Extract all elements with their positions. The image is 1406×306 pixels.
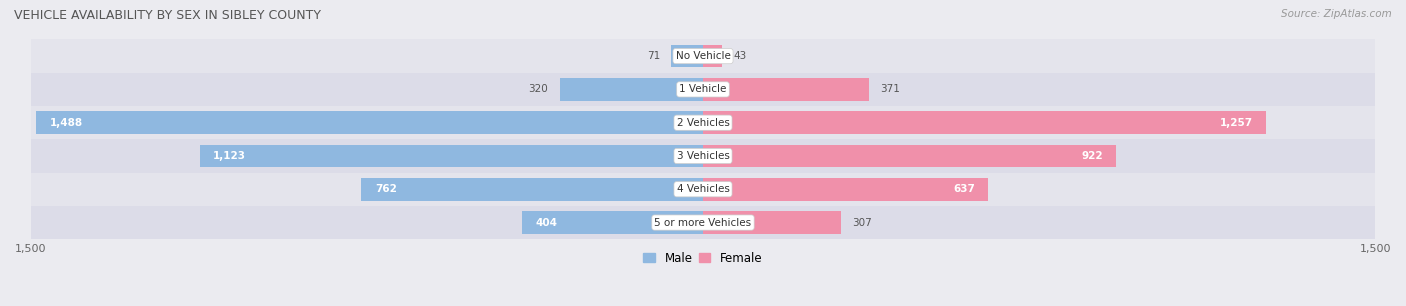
Legend: Male, Female: Male, Female	[638, 247, 768, 269]
Text: 1,488: 1,488	[49, 118, 83, 128]
Text: 637: 637	[953, 184, 974, 194]
Text: 3 Vehicles: 3 Vehicles	[676, 151, 730, 161]
Bar	[560, 78, 703, 101]
Text: 4 Vehicles: 4 Vehicles	[676, 184, 730, 194]
Bar	[31, 173, 1375, 206]
Text: 43: 43	[734, 51, 747, 61]
Text: 1 Vehicle: 1 Vehicle	[679, 84, 727, 95]
Text: 71: 71	[647, 51, 659, 61]
Bar	[37, 111, 703, 134]
Bar	[703, 178, 988, 200]
Bar	[200, 145, 703, 167]
Bar	[703, 111, 1267, 134]
Bar	[31, 106, 1375, 139]
Bar	[31, 39, 1375, 73]
Text: 762: 762	[375, 184, 396, 194]
Bar	[31, 206, 1375, 239]
Text: 922: 922	[1081, 151, 1102, 161]
Bar	[703, 78, 869, 101]
Bar	[703, 211, 841, 234]
Bar	[31, 139, 1375, 173]
Bar	[31, 73, 1375, 106]
Text: 404: 404	[536, 218, 557, 228]
Text: 1,257: 1,257	[1220, 118, 1253, 128]
Text: 371: 371	[880, 84, 900, 95]
Text: 1,123: 1,123	[214, 151, 246, 161]
Bar	[671, 45, 703, 67]
Bar	[703, 145, 1116, 167]
Text: 320: 320	[529, 84, 548, 95]
Bar	[361, 178, 703, 200]
Text: 5 or more Vehicles: 5 or more Vehicles	[654, 218, 752, 228]
Bar	[522, 211, 703, 234]
Text: 307: 307	[852, 218, 872, 228]
Bar	[703, 45, 723, 67]
Text: Source: ZipAtlas.com: Source: ZipAtlas.com	[1281, 9, 1392, 19]
Text: 2 Vehicles: 2 Vehicles	[676, 118, 730, 128]
Text: No Vehicle: No Vehicle	[675, 51, 731, 61]
Text: VEHICLE AVAILABILITY BY SEX IN SIBLEY COUNTY: VEHICLE AVAILABILITY BY SEX IN SIBLEY CO…	[14, 9, 321, 22]
